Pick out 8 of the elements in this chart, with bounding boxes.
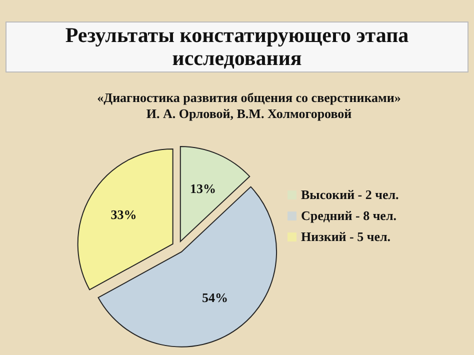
chart-title: Результаты констатирующего этапа исследования	[65, 23, 410, 70]
chart-subtitle: «Диагностика развития общения со сверстниками» И. А. Орловой, В.М. Холмогоровой	[97, 90, 401, 121]
legend-label: Средний - 8 чел.	[301, 208, 396, 223]
data-label: 33%	[110, 206, 137, 222]
data-label: 54%	[202, 290, 228, 305]
data-label: 13%	[190, 181, 216, 196]
legend-label: Низкий - 5 чел.	[301, 229, 391, 244]
legend-label: Высокий - 2 чел.	[301, 187, 399, 202]
